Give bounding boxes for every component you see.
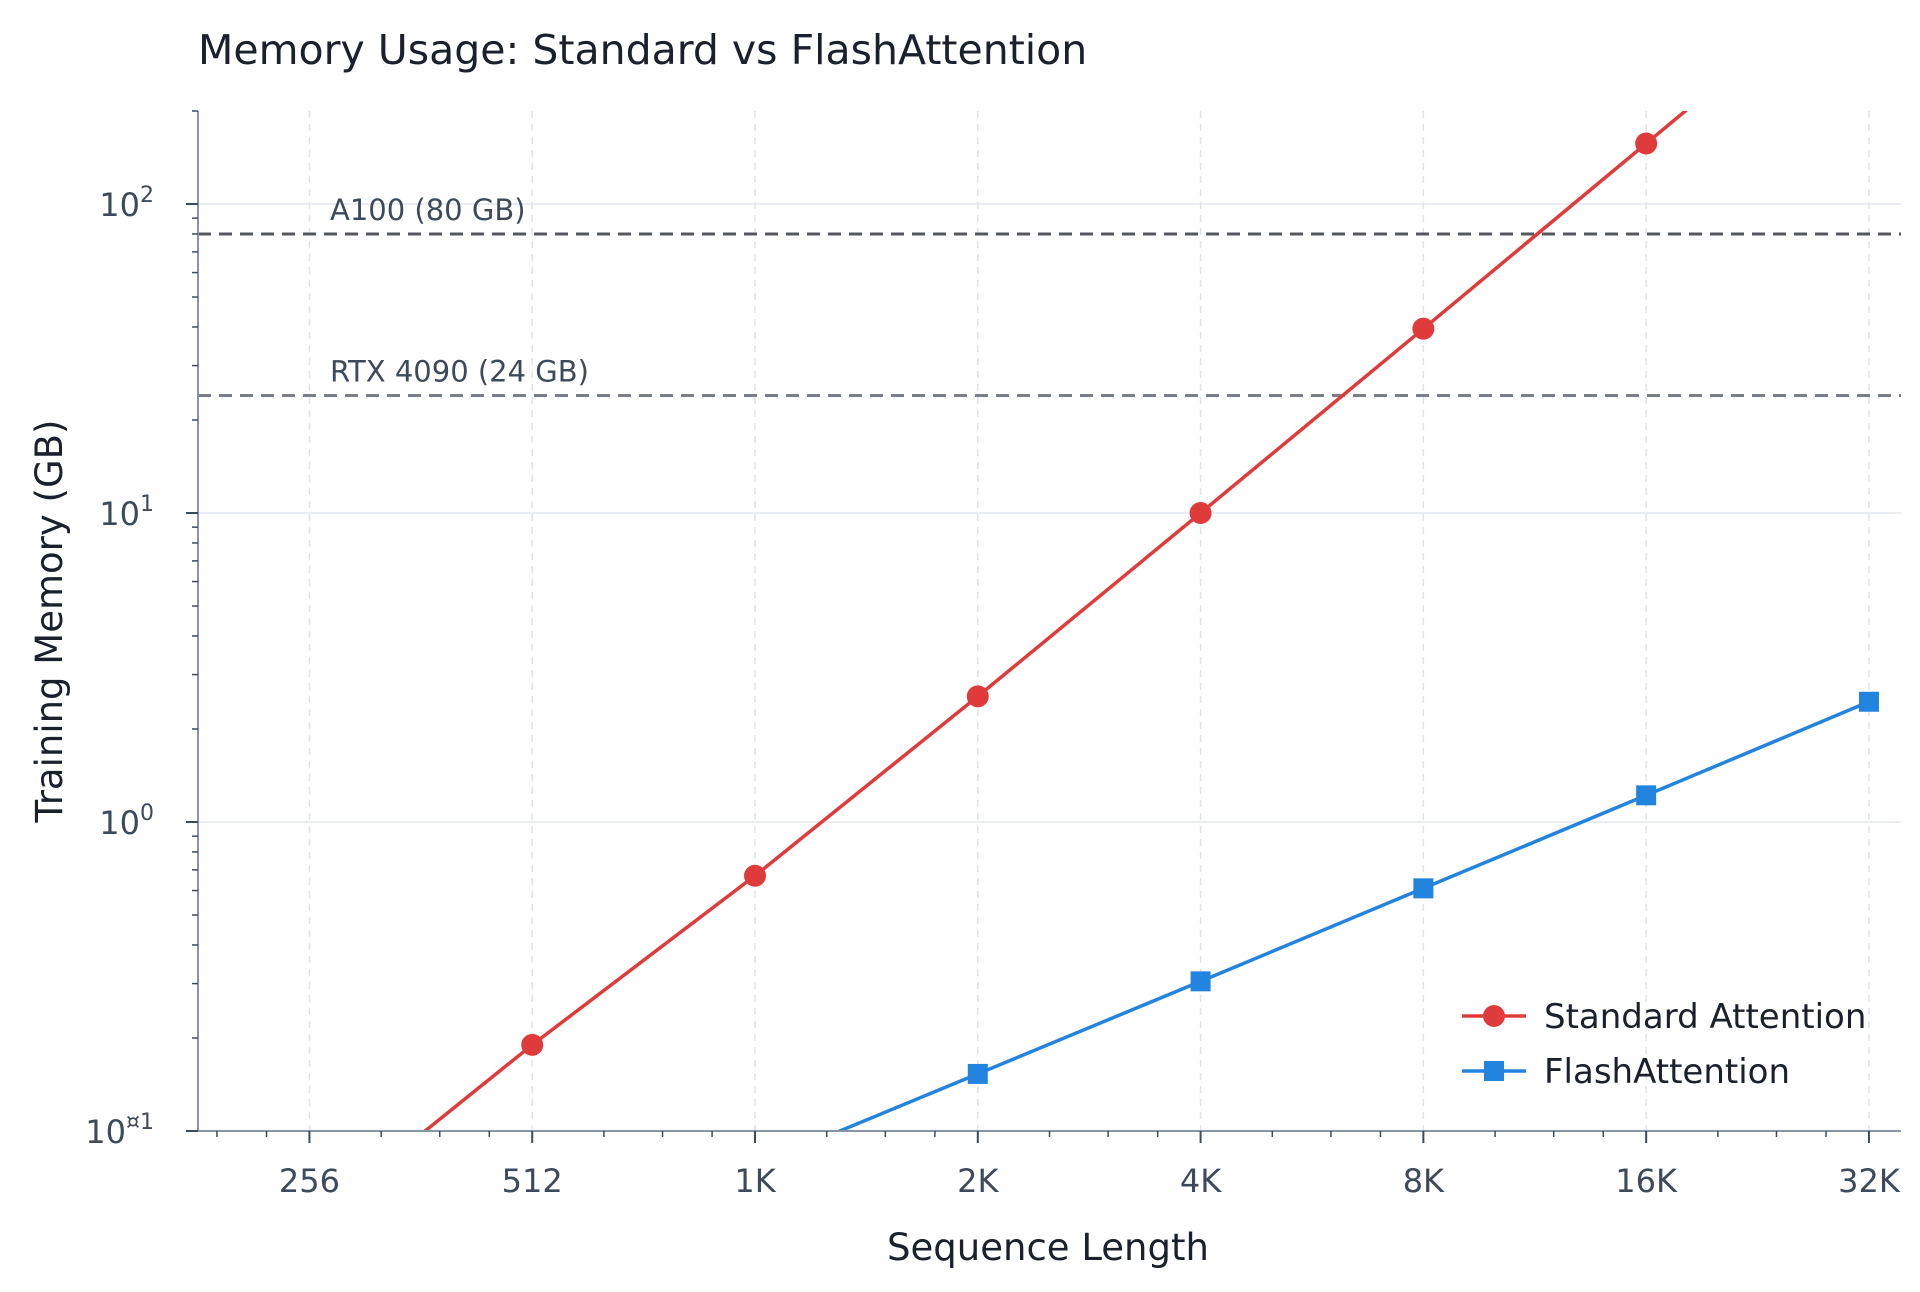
data-point — [1858, 691, 1879, 712]
data-point — [1412, 317, 1435, 340]
y-tick-exponent: 0 — [140, 801, 154, 826]
x-tick-label: 4K — [1180, 1162, 1222, 1200]
grid — [198, 111, 1901, 1132]
data-point — [1636, 785, 1657, 806]
data-point — [744, 864, 767, 887]
x-tick-label: 16K — [1615, 1162, 1678, 1200]
y-tick-base: 10 — [99, 186, 140, 224]
x-tick-label: 1K — [734, 1162, 776, 1200]
x-tick-label: 32K — [1838, 1162, 1901, 1200]
y-tick-label: 10¤1 — [85, 1110, 154, 1151]
y-tick-base: 10 — [99, 804, 140, 842]
marker-layer — [521, 132, 1879, 1084]
x-tick-label: 256 — [279, 1162, 340, 1200]
data-point — [1635, 132, 1658, 155]
reference-line-label: RTX 4090 (24 GB) — [330, 355, 589, 389]
data-point — [1413, 878, 1434, 899]
series-layer — [422, 111, 1870, 1131]
x-tick-label: 8K — [1403, 1162, 1445, 1200]
legend-marker — [1483, 1005, 1505, 1027]
legend: Standard Attention FlashAttention — [1462, 997, 1866, 1092]
reference-line-label: A100 (80 GB) — [330, 193, 526, 227]
data-point — [521, 1033, 544, 1056]
x-axis-label: Sequence Length — [887, 1226, 1209, 1269]
reference-lines: A100 (80 GB) RTX 4090 (24 GB) — [198, 193, 1901, 398]
legend-label: FlashAttention — [1544, 1052, 1790, 1092]
y-tick-label: 102 — [99, 183, 154, 224]
x-tick-label: 2K — [957, 1162, 999, 1200]
y-tick-exponent: ¤1 — [126, 1110, 154, 1135]
chart-title: Memory Usage: Standard vs FlashAttention — [198, 26, 1087, 74]
y-tick-label: 101 — [99, 492, 154, 533]
x-tick-label: 512 — [502, 1162, 563, 1200]
data-point — [1189, 502, 1212, 525]
y-tick-base: 10 — [85, 1113, 126, 1151]
series-line-flashattention — [835, 700, 1870, 1131]
legend-label: Standard Attention — [1544, 997, 1866, 1037]
y-tick-label: 100 — [99, 801, 154, 842]
y-axis-label: Training Memory (GB) — [28, 420, 71, 824]
legend-marker — [1484, 1061, 1504, 1081]
data-point — [966, 685, 989, 708]
y-tick-base: 10 — [99, 495, 140, 533]
data-point — [967, 1063, 988, 1084]
data-point — [1190, 971, 1211, 992]
y-tick-exponent: 1 — [140, 492, 154, 517]
y-tick-exponent: 2 — [140, 183, 154, 208]
series-line-standard-attention — [422, 111, 1689, 1131]
